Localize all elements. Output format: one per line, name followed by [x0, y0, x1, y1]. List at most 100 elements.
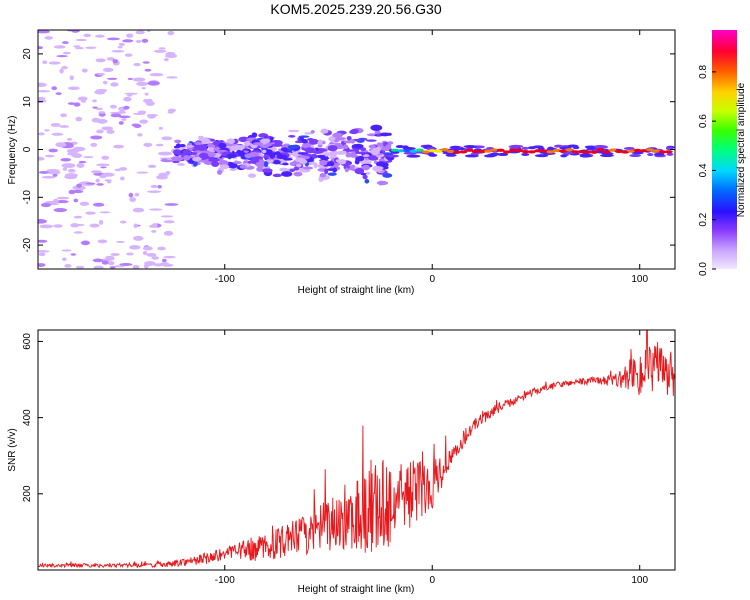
spectrogram-cell: [158, 47, 166, 50]
spectrogram-y-tick-label: 0: [22, 146, 33, 152]
spectrogram-cell: [230, 145, 238, 151]
spectrogram-cell: [647, 153, 654, 157]
spectrogram-cell: [185, 145, 195, 148]
spectrogram-cell: [40, 202, 51, 208]
snr-y-tick-label: 600: [22, 333, 33, 350]
spectrogram-cell: [361, 164, 371, 171]
spectrogram-y-tick-label: -10: [22, 190, 33, 205]
spectrogram-cell: [365, 171, 371, 175]
spectrogram-cell: [38, 99, 47, 103]
spectrogram-cell: [484, 149, 493, 153]
spectrogram-cell: [146, 114, 159, 117]
spectrogram-cell: [151, 229, 157, 233]
spectrogram-cell: [142, 246, 153, 251]
spectrogram-cell: [558, 149, 567, 153]
spectrogram-cell: [62, 51, 71, 55]
spectrogram-cell: [490, 152, 500, 156]
spectrogram-cell: [226, 138, 235, 144]
spectrogram-cell: [332, 132, 343, 138]
spectrogram-cell: [110, 253, 120, 256]
spectrogram-cell: [133, 235, 144, 241]
spectrogram-cell: [167, 30, 175, 36]
spectrogram-cell: [120, 176, 125, 181]
spectrogram-x-tick-label: 0: [429, 274, 435, 285]
spectrogram-cell: [142, 250, 148, 256]
spectrogram-cell: [271, 143, 283, 147]
spectrogram-cell: [119, 263, 133, 266]
spectrogram-cell: [89, 223, 100, 228]
spectrogram-x-axis: -100 0 100: [215, 30, 649, 285]
spectrogram-cell: [276, 154, 288, 160]
spectrogram-cell: [127, 94, 133, 97]
spectrogram-cell: [243, 140, 251, 146]
spectrogram-cell: [123, 105, 130, 110]
spectrogram-cell: [73, 45, 81, 48]
spectrogram-cell: [263, 161, 269, 168]
spectrogram-cell: [334, 139, 339, 143]
spectrogram-cell: [552, 148, 561, 153]
spectrogram-cell: [123, 96, 132, 102]
spectrogram-cell: [338, 159, 347, 165]
spectrogram-cell: [117, 110, 127, 114]
spectrogram-cell: [61, 41, 69, 44]
figure-title: KOM5.2025.239.20.56.G30: [270, 1, 441, 17]
spectrogram-cell: [53, 224, 63, 228]
spectrogram-cell: [385, 154, 399, 158]
spectrogram-cell: [346, 135, 352, 141]
spectrogram-cell: [238, 136, 250, 143]
spectrogram-cell: [90, 135, 103, 140]
spectrogram-cell: [567, 144, 579, 148]
spectrogram-cell: [66, 148, 80, 154]
spectrogram-cell: [317, 139, 323, 145]
spectrogram-cell: [102, 67, 114, 72]
spectrogram-cell: [362, 174, 368, 180]
spectrogram-cell: [61, 66, 68, 70]
spectrogram-cell: [534, 154, 549, 158]
spectrogram-cell: [72, 185, 86, 191]
spectrogram-cell: [354, 168, 365, 175]
spectrogram-cell: [365, 139, 377, 142]
spectrogram-cell: [135, 39, 142, 43]
spectrogram-cell: [38, 250, 50, 253]
spectrogram-cell: [296, 163, 302, 168]
spectrogram-cell: [387, 132, 392, 136]
spectrogram-cell: [144, 92, 149, 96]
spectrogram-cell: [360, 160, 372, 165]
spectrogram-cell: [85, 182, 96, 185]
spectrogram-cell: [70, 253, 77, 256]
snr-x-label: Height of straight line (km): [298, 584, 415, 595]
spectrogram-cell: [345, 152, 352, 158]
spectrogram-cell: [90, 142, 98, 147]
spectrogram-cell: [282, 162, 289, 166]
spectrogram-cell: [293, 166, 300, 171]
spectrogram-cell: [596, 148, 605, 152]
spectrogram-cell: [310, 130, 315, 134]
spectrogram-cell: [51, 86, 58, 91]
snr-series-line: [38, 330, 675, 569]
spectrogram-cell: [521, 146, 529, 150]
spectrogram-cell: [175, 143, 181, 149]
spectrogram-cell: [177, 163, 185, 166]
spectrogram-cell: [157, 185, 162, 189]
spectrogram-cell: [92, 202, 105, 207]
spectrogram-cell: [91, 170, 102, 174]
spectrogram-cell: [335, 151, 347, 155]
spectrogram-cell: [73, 198, 79, 203]
spectrogram-cell: [157, 246, 166, 251]
spectrogram-cell: [78, 160, 87, 164]
spectrogram-cell: [602, 150, 611, 154]
spectrogram-cell: [66, 137, 73, 141]
snr-y-label: SNR (v/v): [7, 428, 18, 471]
spectrogram-cell: [38, 263, 46, 267]
spectrogram-cell: [38, 82, 47, 88]
spectrogram-cell: [160, 215, 174, 218]
spectrogram-cell: [288, 135, 296, 138]
spectrogram-cell: [390, 148, 399, 152]
spectrogram-cell: [126, 33, 134, 38]
spectrogram-cell: [76, 183, 82, 188]
spectrogram-cell: [83, 33, 92, 38]
spectrogram-cell: [124, 92, 138, 95]
spectrogram-cell: [327, 168, 335, 171]
colorbar: 0.0 0.2 0.4 0.6 0.8 Normalized spectral ampl…: [698, 30, 747, 276]
